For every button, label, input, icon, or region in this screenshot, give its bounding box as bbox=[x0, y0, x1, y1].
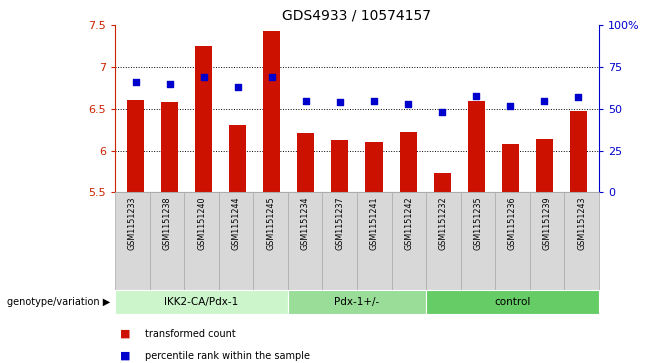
Bar bbox=[332, 140, 349, 192]
Point bbox=[199, 74, 209, 80]
Point bbox=[368, 98, 379, 103]
Point bbox=[335, 99, 345, 105]
Bar bbox=[468, 101, 485, 192]
Bar bbox=[127, 100, 144, 192]
Text: GSM1151233: GSM1151233 bbox=[128, 196, 137, 249]
Bar bbox=[365, 142, 382, 192]
Text: GSM1151243: GSM1151243 bbox=[577, 196, 586, 249]
Text: GSM1151238: GSM1151238 bbox=[163, 196, 172, 249]
Bar bbox=[399, 132, 417, 192]
Bar bbox=[570, 111, 587, 192]
Point bbox=[437, 109, 447, 115]
Title: GDS4933 / 10574157: GDS4933 / 10574157 bbox=[282, 9, 432, 23]
Text: GSM1151242: GSM1151242 bbox=[404, 196, 413, 250]
Text: transformed count: transformed count bbox=[145, 329, 236, 339]
Point bbox=[403, 101, 413, 107]
Point bbox=[232, 84, 243, 90]
Bar bbox=[161, 102, 178, 192]
Text: GSM1151241: GSM1151241 bbox=[370, 196, 379, 249]
Text: genotype/variation ▶: genotype/variation ▶ bbox=[7, 297, 110, 307]
Text: GSM1151245: GSM1151245 bbox=[266, 196, 275, 250]
Point bbox=[130, 79, 141, 85]
Text: control: control bbox=[494, 297, 530, 307]
Text: GSM1151234: GSM1151234 bbox=[301, 196, 310, 249]
Text: percentile rank within the sample: percentile rank within the sample bbox=[145, 351, 310, 361]
Bar bbox=[501, 144, 519, 192]
Point bbox=[301, 98, 311, 103]
Point bbox=[471, 93, 482, 98]
Text: GSM1151232: GSM1151232 bbox=[439, 196, 448, 250]
Text: ■: ■ bbox=[120, 329, 130, 339]
Point bbox=[573, 94, 584, 100]
Text: IKK2-CA/Pdx-1: IKK2-CA/Pdx-1 bbox=[164, 297, 239, 307]
Bar bbox=[297, 133, 315, 192]
Bar bbox=[229, 125, 246, 192]
Text: ■: ■ bbox=[120, 351, 130, 361]
Text: GSM1151240: GSM1151240 bbox=[197, 196, 206, 249]
Point bbox=[505, 103, 515, 109]
Text: GSM1151235: GSM1151235 bbox=[473, 196, 482, 250]
Bar bbox=[263, 31, 280, 192]
Text: GSM1151244: GSM1151244 bbox=[232, 196, 241, 249]
Bar bbox=[536, 139, 553, 192]
Point bbox=[539, 98, 549, 103]
Text: GSM1151237: GSM1151237 bbox=[335, 196, 344, 250]
Point bbox=[266, 74, 277, 80]
Bar bbox=[434, 173, 451, 192]
Point bbox=[164, 81, 175, 87]
Text: Pdx-1+/-: Pdx-1+/- bbox=[334, 297, 380, 307]
Text: GSM1151236: GSM1151236 bbox=[508, 196, 517, 249]
Bar bbox=[195, 46, 213, 192]
Text: GSM1151239: GSM1151239 bbox=[542, 196, 551, 250]
